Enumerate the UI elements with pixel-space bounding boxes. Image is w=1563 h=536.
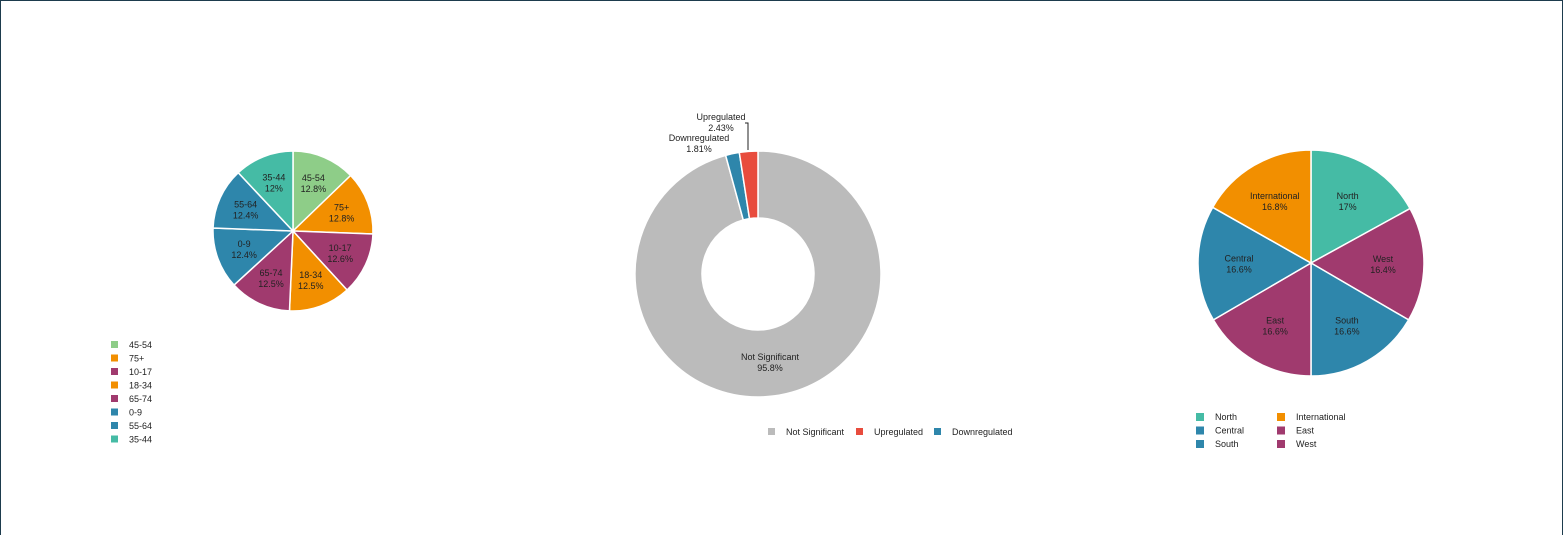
legend-swatch xyxy=(1277,426,1285,435)
slice-value: 16.6% xyxy=(1334,326,1360,336)
slice-label: 10-17 xyxy=(329,243,352,253)
legend-swatch xyxy=(111,341,118,348)
chart-0 xyxy=(212,150,374,312)
legend-swatch xyxy=(111,422,118,429)
slice-value: 12.6% xyxy=(327,254,353,264)
slice-65-74[interactable] xyxy=(232,229,294,312)
slice-not-significant[interactable] xyxy=(634,150,882,398)
legend-item-75-: 75+ xyxy=(129,354,144,364)
slice-label: West xyxy=(1373,254,1394,264)
slice-label: Downregulated xyxy=(669,133,730,143)
slice-value: 2.43% xyxy=(708,123,734,133)
leader-line xyxy=(745,122,749,150)
slice-value: 16.6% xyxy=(1226,264,1252,274)
slice-central[interactable] xyxy=(1197,206,1313,321)
slice-label: 0-9 xyxy=(238,239,251,249)
legend-item-35-44: 35-44 xyxy=(129,435,152,445)
legend-swatch xyxy=(111,368,118,375)
slice-value: 95.8% xyxy=(757,363,783,373)
slice-label: North xyxy=(1337,191,1359,201)
slice-value: 12.5% xyxy=(298,281,324,291)
legend-swatch xyxy=(1277,440,1285,448)
legend-swatch xyxy=(111,435,118,443)
slice-label: 35-44 xyxy=(262,173,285,183)
slice-value: 16.4% xyxy=(1370,265,1396,275)
slice-value: 12.5% xyxy=(258,279,284,289)
legend-swatch xyxy=(856,428,863,435)
slice-value: 1.81% xyxy=(686,144,712,154)
slice-label: Not Significant xyxy=(741,352,800,362)
slice-value: 12.4% xyxy=(233,210,259,220)
slice-label: 65-74 xyxy=(259,268,282,278)
legend-item-international: International xyxy=(1296,412,1346,422)
legend-item-18-34: 18-34 xyxy=(129,381,152,391)
slice-value: 16.8% xyxy=(1262,202,1288,212)
legend-swatch xyxy=(111,354,118,362)
slice-value: 12% xyxy=(265,184,283,194)
slice-label: 45-54 xyxy=(302,173,325,183)
legend-item-north: North xyxy=(1215,412,1237,422)
slice-label: 55-64 xyxy=(234,199,257,209)
slice-label: South xyxy=(1335,315,1359,325)
slice-label: Upregulated xyxy=(696,112,745,122)
slice-value: 17% xyxy=(1339,202,1357,212)
slice-55-64[interactable] xyxy=(212,171,295,232)
slice-value: 12.8% xyxy=(329,213,355,223)
legend-swatch xyxy=(1196,426,1204,435)
legend-swatch xyxy=(111,395,118,402)
slice-west[interactable] xyxy=(1309,207,1425,321)
legend-swatch xyxy=(111,408,118,416)
legend-item-south: South xyxy=(1215,439,1239,449)
slice-0-9[interactable] xyxy=(212,227,295,287)
legend-item-10-17: 10-17 xyxy=(129,367,152,377)
legend-item-east: East xyxy=(1296,426,1315,436)
slice-35-44[interactable] xyxy=(237,150,294,233)
slice-label: 75+ xyxy=(334,202,349,212)
legend-swatch xyxy=(111,381,118,389)
slice-upregulated[interactable] xyxy=(738,150,759,220)
slice-label: Central xyxy=(1224,253,1253,263)
slice-north[interactable] xyxy=(1310,149,1412,265)
legend-item-65-74: 65-74 xyxy=(129,394,152,404)
slice-label: 18-34 xyxy=(299,270,322,280)
slice-75-[interactable] xyxy=(291,174,374,235)
slice-east[interactable] xyxy=(1212,261,1312,377)
slice-45-54[interactable] xyxy=(292,150,352,233)
legend-item-downregulated: Downregulated xyxy=(952,427,1013,437)
slice-10-17[interactable] xyxy=(291,230,374,292)
slice-value: 16.6% xyxy=(1262,326,1288,336)
legend-item-central: Central xyxy=(1215,426,1244,436)
legend-item-upregulated: Upregulated xyxy=(874,427,923,437)
slice-label: East xyxy=(1266,315,1285,325)
legend-item-55-64: 55-64 xyxy=(129,421,152,431)
slice-18-34[interactable] xyxy=(288,229,349,312)
legend-swatch xyxy=(1196,440,1204,448)
legend-item-0-9: 0-9 xyxy=(129,408,142,418)
legend-item-45-54: 45-54 xyxy=(129,340,152,350)
chart-1 xyxy=(634,150,882,398)
legend-item-west: West xyxy=(1296,439,1317,449)
legend-swatch xyxy=(934,428,941,435)
slice-label: International xyxy=(1250,191,1300,201)
legend-item-not-significant: Not Significant xyxy=(786,427,845,437)
slice-international[interactable] xyxy=(1211,149,1312,265)
slice-value: 12.4% xyxy=(231,250,257,260)
legend-swatch xyxy=(1196,413,1204,421)
chart-2 xyxy=(1197,149,1425,377)
legend-swatch xyxy=(768,428,775,435)
legend-swatch xyxy=(1277,413,1285,421)
slice-value: 12.8% xyxy=(301,184,327,194)
slice-south[interactable] xyxy=(1310,261,1410,377)
